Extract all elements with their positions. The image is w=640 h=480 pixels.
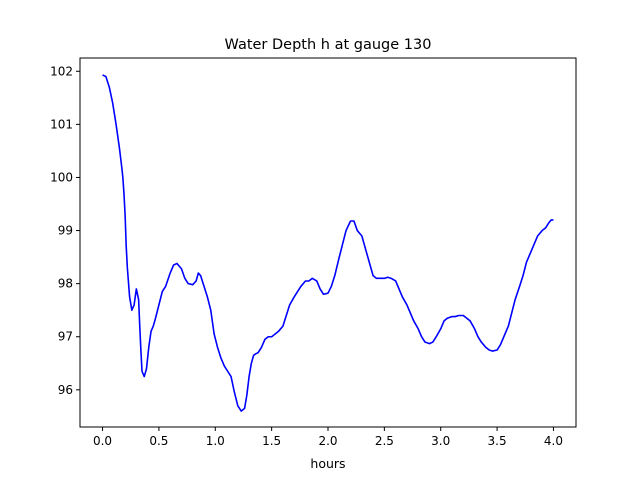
y-tick-label: 99 [58, 224, 73, 238]
x-tick-label: 3.0 [431, 434, 450, 448]
x-tick-label: 3.5 [488, 434, 507, 448]
axes-frame [79, 57, 577, 428]
x-tick-label: 0.5 [149, 434, 168, 448]
y-axis: 96 97 98 99 100 101 102 [50, 64, 80, 397]
x-axis: 0.0 0.5 1.0 1.5 2.0 2.5 3.0 3.5 4.0 [93, 427, 563, 448]
x-tick-label: 2.0 [318, 434, 337, 448]
x-tick-label: 1.0 [206, 434, 225, 448]
series-line-0 [102, 74, 554, 412]
x-tick-label: 0.0 [93, 434, 112, 448]
y-tick-label: 101 [50, 117, 73, 131]
y-tick-label: 96 [58, 383, 73, 397]
y-tick-label: 102 [50, 64, 73, 78]
y-tick-label: 98 [58, 277, 73, 291]
plot-area [102, 74, 554, 412]
x-tick-label: 1.5 [262, 434, 281, 448]
x-tick-label: 4.0 [544, 434, 563, 448]
y-tick-label: 97 [58, 330, 73, 344]
y-tick-label: 100 [50, 170, 73, 184]
x-tick-label: 2.5 [375, 434, 394, 448]
chart-title: Water Depth h at gauge 130 [225, 37, 432, 53]
x-axis-label: hours [310, 456, 345, 471]
